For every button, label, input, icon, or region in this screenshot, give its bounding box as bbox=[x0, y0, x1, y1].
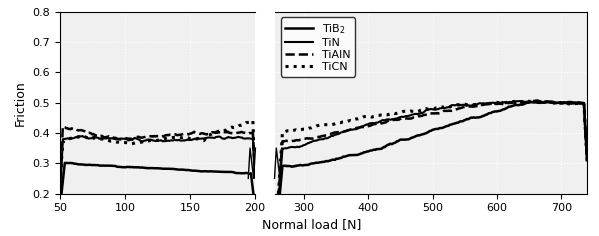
Legend: TiB$_2$, TiN, TiAlN, TiCN: TiB$_2$, TiN, TiAlN, TiCN bbox=[281, 17, 355, 77]
Text: Normal load [N]: Normal load [N] bbox=[262, 218, 361, 231]
Y-axis label: Friction: Friction bbox=[14, 80, 27, 126]
